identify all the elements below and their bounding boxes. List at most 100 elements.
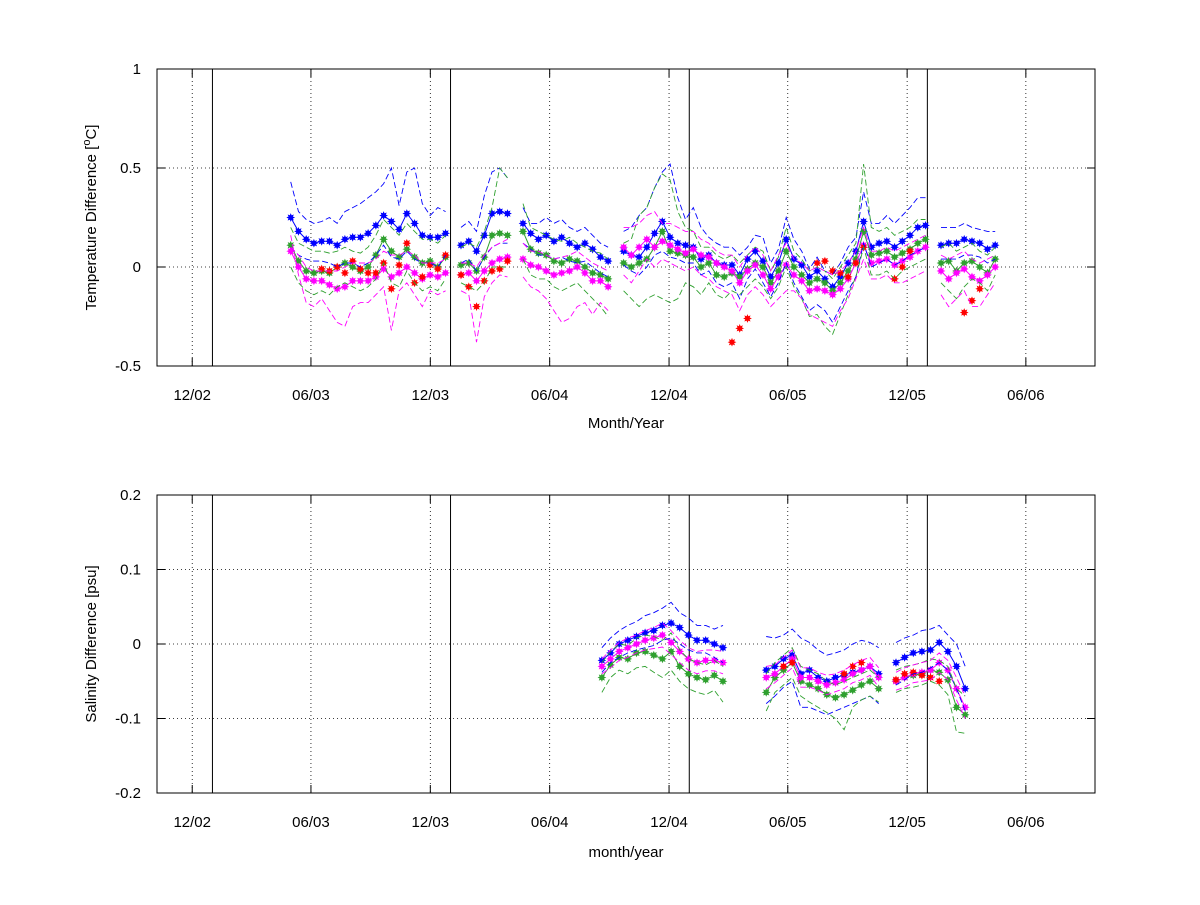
data-point [503,230,512,240]
data-point [828,290,837,300]
data-point [557,268,567,278]
data-point [433,272,443,282]
x-tick-label: 06/06 [1007,387,1045,404]
data-point [495,254,505,264]
data-point [541,266,551,276]
data-point [317,264,327,274]
data-point [340,282,350,292]
series-line [601,601,966,667]
data-point [789,270,799,280]
data-point [603,274,613,284]
data-point [371,268,381,278]
series-line [601,632,966,697]
data-point [402,209,412,218]
data-point [684,630,693,640]
data-point [839,669,849,679]
data-point [565,238,574,248]
data-point [626,262,636,272]
y-axis-label-superscript: o [81,140,93,146]
data-point [787,658,797,667]
data-point [701,635,711,645]
series-7 [601,665,966,734]
data-point [709,670,719,680]
data-point [673,244,683,254]
data-point [874,238,884,248]
data-point [712,258,721,268]
x-tick-label: 12/04 [650,387,688,404]
data-point [356,276,365,286]
data-point [301,234,311,244]
data-point [719,262,729,272]
data-point [309,268,319,278]
series-3 [317,238,985,347]
data-point [572,262,582,272]
data-point [309,276,319,286]
data-point [356,232,365,242]
data-point [340,268,350,278]
series-line [601,646,966,719]
data-point [557,258,567,268]
data-point [666,647,676,656]
data-point [701,675,711,685]
data-point [650,228,659,238]
data-point [805,680,814,690]
data-point [487,266,497,276]
data-point [456,240,466,250]
data-point [735,278,745,288]
data-point [665,232,675,242]
data-point [332,284,342,294]
series-8 [601,622,966,697]
data-point [934,676,944,686]
data-point [675,623,685,632]
data-point [857,658,866,667]
data-point [770,669,780,679]
data-point [596,276,605,286]
data-point [820,256,830,266]
data-point [425,270,435,280]
data-point [758,262,768,272]
data-point [363,268,373,278]
data-point [865,676,875,686]
data-point [534,262,543,272]
data-point [975,262,985,272]
data-point [596,252,605,262]
data-point [727,337,737,347]
data-point [464,268,474,278]
data-point [934,638,944,647]
series-line [601,665,966,734]
data-point [990,262,1000,272]
data-point [959,234,969,244]
data-point [363,228,373,238]
data-point [692,673,702,682]
data-point [417,272,427,282]
data-point [704,252,714,262]
data-point [340,234,350,244]
data-point [657,227,667,236]
data-point [572,242,582,252]
axes-box [156,68,1096,367]
data-point [541,230,551,240]
data-point [727,266,737,276]
data-point [658,654,667,664]
data-point [897,248,907,258]
data-point [820,286,830,296]
data-point [900,669,909,679]
data-point [495,207,505,216]
data-point [675,662,685,671]
data-point [943,647,953,656]
x-tick-label: 06/06 [1007,814,1045,831]
data-point [634,258,644,268]
data-point [472,276,481,286]
data-point [534,234,543,244]
data-point [649,633,659,643]
data-point [665,246,675,256]
data-point [433,264,443,274]
y-axis-label: Salinity Difference [psu] [83,565,100,722]
data-point [952,238,961,248]
y-tick-label: 0.5 [120,160,141,177]
data-point [348,276,358,286]
data-point [518,219,528,228]
x-axis-label: month/year [588,844,663,861]
data-point [325,236,334,246]
